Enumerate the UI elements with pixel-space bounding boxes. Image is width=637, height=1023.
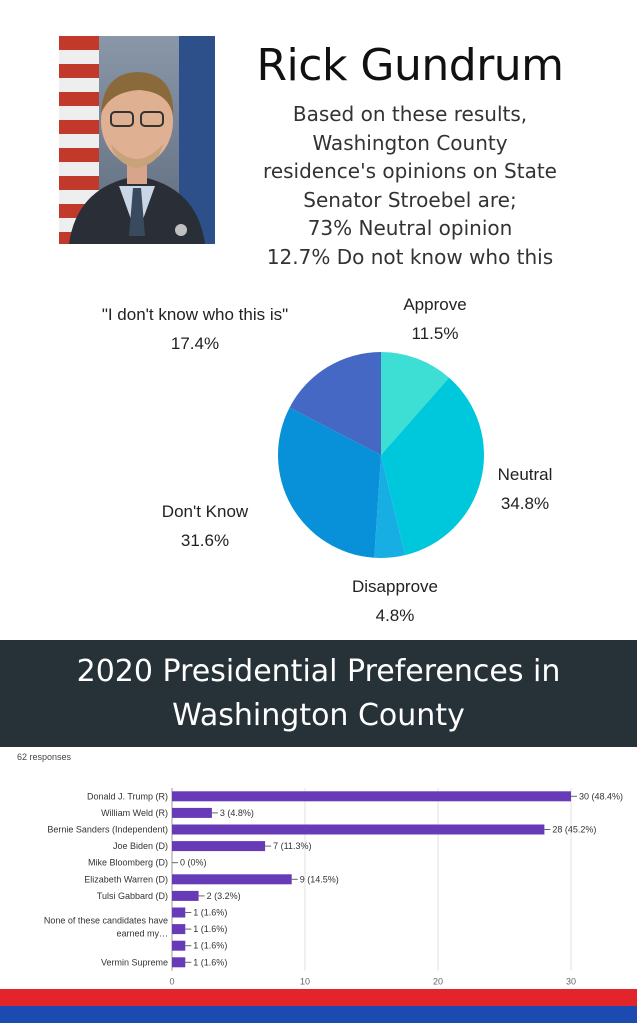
summary-line: Washington County bbox=[312, 130, 508, 155]
pie-label-neutral: Neutral 34.8% bbox=[480, 460, 570, 518]
pie-slice-neutral bbox=[381, 377, 484, 556]
pie-slice-disapprove bbox=[374, 455, 406, 558]
summary-line: 73% Neutral opinion bbox=[307, 216, 513, 240]
bar-bernie-sanders-independent bbox=[172, 824, 545, 835]
category-label: Bernie Sanders (Independent) bbox=[47, 825, 168, 835]
bar-value-label: 1 (1.6%) bbox=[193, 957, 227, 967]
pie-label-name: Neutral bbox=[497, 465, 553, 484]
pie-slice-i-don-t-know-who-this-is bbox=[289, 352, 381, 455]
pie-label-value: 4.8% bbox=[375, 606, 415, 625]
summary-text: Based on these results, Washington Count… bbox=[240, 100, 580, 271]
senator-portrait-photo bbox=[59, 36, 215, 244]
pie-label-dont-know: Don't Know 31.6% bbox=[140, 497, 270, 555]
category-label: Vermin Supreme bbox=[101, 957, 168, 967]
bar-joe-biden-d bbox=[172, 841, 266, 852]
bar-tulsi-gabbard-d bbox=[172, 890, 199, 901]
category-label: Donald J. Trump (R) bbox=[87, 791, 168, 801]
pie-label-name: Approve bbox=[403, 295, 467, 314]
section-banner: 2020 Presidential Preferences in Washing… bbox=[0, 640, 637, 747]
pie-label-value: 34.8% bbox=[500, 494, 550, 513]
bar-none-of-these-candidates-have-earned-my bbox=[172, 907, 186, 918]
category-label-line: earned my… bbox=[116, 929, 168, 939]
x-tick-label: 30 bbox=[566, 977, 576, 987]
bar-value-label: 0 (0%) bbox=[180, 858, 207, 868]
pie-label-value: 11.5% bbox=[411, 324, 459, 343]
category-label-line: None of these candidates have bbox=[44, 916, 168, 926]
category-label: Mike Bloomberg (D) bbox=[88, 858, 168, 868]
banner-title-line: Washington County bbox=[172, 698, 465, 733]
summary-line: 12.7% Do not know who this bbox=[266, 244, 554, 269]
category-label: Elizabeth Warren (D) bbox=[84, 874, 168, 884]
banner-title-line: 2020 Presidential Preferences in bbox=[76, 654, 561, 689]
bar-value-label: 2 (3.2%) bbox=[207, 891, 241, 901]
bar-value-label: 30 (48.4%) bbox=[579, 791, 623, 801]
opinion-pie-chart bbox=[278, 352, 484, 558]
bar-vermin-supreme bbox=[172, 957, 186, 968]
bar-elizabeth-warren-d bbox=[172, 874, 292, 885]
bar-row-8 bbox=[172, 924, 186, 935]
pie-label-value: 31.6% bbox=[180, 531, 230, 550]
pie-label-name: Disapprove bbox=[352, 577, 438, 596]
x-tick-label: 20 bbox=[433, 977, 443, 987]
category-label: None of these candidates have earned my… bbox=[44, 916, 168, 939]
preference-bar-chart: 0 10 20 30 30 (48.4%) Donald J. Trump (R) 3 (4… bbox=[44, 788, 623, 987]
summary-line: Senator Stroebel are; bbox=[303, 187, 517, 212]
red-stripe bbox=[0, 989, 637, 1006]
portrait-figure bbox=[69, 72, 205, 244]
bar-william-weld-r bbox=[172, 807, 212, 818]
bar-value-label: 7 (11.3%) bbox=[273, 841, 311, 851]
pie-label-name: "I don't know who this is" bbox=[101, 305, 289, 324]
x-tick-label: 0 bbox=[169, 977, 174, 987]
bar-value-label: 1 (1.6%) bbox=[193, 924, 227, 934]
pie-slice-approve bbox=[381, 352, 450, 455]
bar-value-label: 1 (1.6%) bbox=[193, 908, 227, 918]
bar-donald-j-trump-r bbox=[172, 791, 571, 802]
pie-label-dont-know-who: "I don't know who this is" 17.4% bbox=[60, 300, 330, 358]
response-count: 62 responses bbox=[17, 752, 72, 762]
pie-label-approve: Approve 11.5% bbox=[380, 290, 490, 348]
category-label: Joe Biden (D) bbox=[113, 841, 168, 851]
pie-label-value: 17.4% bbox=[170, 334, 220, 353]
category-label: William Weld (R) bbox=[101, 808, 168, 818]
blue-stripe bbox=[0, 1006, 637, 1023]
category-label: Tulsi Gabbard (D) bbox=[97, 891, 168, 901]
summary-line: Based on these results, bbox=[292, 102, 528, 126]
page-title: Rick Gundrum bbox=[256, 40, 564, 91]
bar-row-9 bbox=[172, 940, 186, 951]
x-tick-label: 10 bbox=[300, 977, 310, 987]
summary-line: residence's opinions on State bbox=[263, 159, 557, 183]
pie-slice-don-t-know bbox=[278, 407, 381, 558]
bar-value-label: 3 (4.8%) bbox=[220, 808, 254, 818]
pie-label-disapprove: Disapprove 4.8% bbox=[330, 572, 460, 630]
bar-value-label: 9 (14.5%) bbox=[300, 874, 339, 884]
bar-value-label: 28 (45.2%) bbox=[552, 825, 596, 835]
pie-label-name: Don't Know bbox=[161, 502, 249, 521]
bar-value-label: 1 (1.6%) bbox=[193, 941, 227, 951]
